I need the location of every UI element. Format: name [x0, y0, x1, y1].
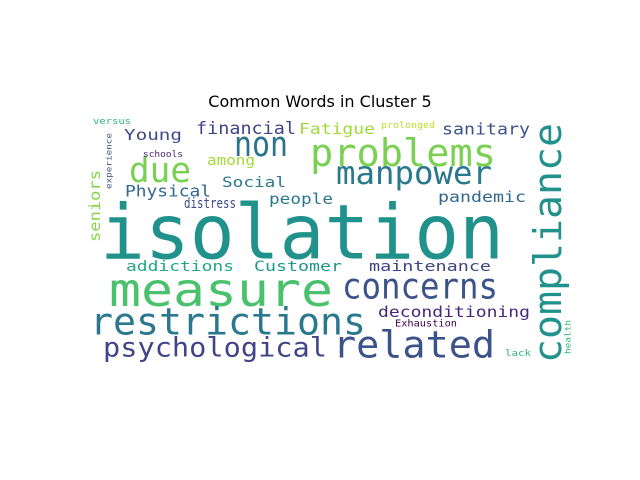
- word-financial: financial: [196, 119, 296, 139]
- word-sanitary: sanitary: [442, 120, 530, 139]
- word-measure: measure: [109, 263, 333, 317]
- word-compliance: compliance: [526, 123, 570, 363]
- word-restrictions: restrictions: [90, 301, 366, 344]
- chart-title: Common Words in Cluster 5: [208, 92, 432, 111]
- word-schools: schools: [143, 150, 183, 160]
- word-problems: problems: [310, 131, 496, 175]
- word-distress: distress: [184, 196, 236, 212]
- word-versus: versus: [93, 117, 131, 127]
- word-exhaustion: Exhaustion: [395, 319, 457, 330]
- word-social: Social: [222, 175, 286, 191]
- word-maintenance: maintenance: [369, 259, 491, 275]
- word-physical: Physical: [125, 182, 211, 201]
- word-lack: lack: [505, 349, 532, 359]
- word-non: non: [234, 125, 288, 165]
- word-manpower: manpower: [336, 154, 492, 192]
- word-seniors: seniors: [86, 170, 104, 242]
- word-young: Young: [124, 126, 182, 144]
- word-among: among: [207, 153, 255, 169]
- word-psychological: psychological: [103, 333, 327, 364]
- word-prolonged: prolonged: [381, 121, 435, 131]
- word-experience: experience: [105, 133, 114, 189]
- word-addictions: addictions: [126, 259, 234, 275]
- word-related: related: [333, 324, 495, 367]
- word-people: people: [269, 190, 333, 208]
- word-health: health: [564, 320, 573, 354]
- word-pandemic: pandemic: [438, 188, 526, 206]
- word-due: due: [129, 151, 191, 191]
- word-deconditioning: deconditioning: [378, 303, 530, 321]
- word-fatigue: Fatigue: [299, 120, 375, 138]
- word-concerns: concerns: [342, 267, 498, 308]
- word-customer: Customer: [254, 259, 342, 275]
- word-isolation: isolation: [100, 188, 504, 277]
